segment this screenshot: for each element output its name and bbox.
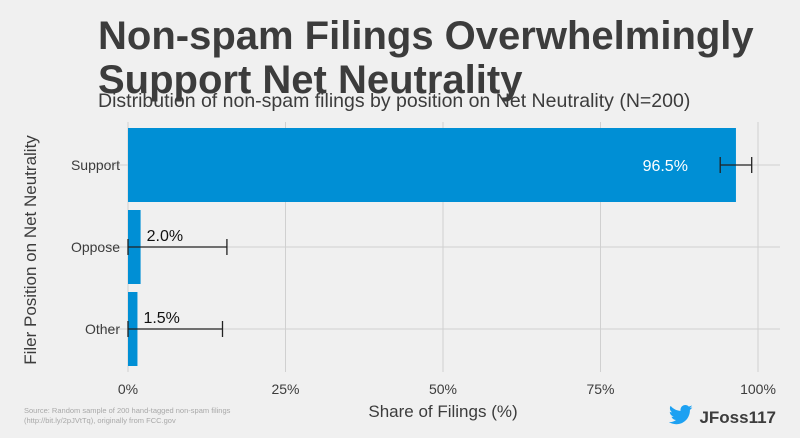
x-axis-label: Share of Filings (%) bbox=[368, 402, 517, 421]
y-tick-labels: Support Oppose Other bbox=[71, 157, 120, 337]
y-tick-label-other: Other bbox=[85, 321, 120, 337]
x-tick-label: 75% bbox=[586, 381, 614, 397]
y-tick-label-support: Support bbox=[71, 157, 120, 173]
source-note: Source: Random sample of 200 hand-tagged… bbox=[24, 406, 264, 426]
x-tick-label: 25% bbox=[271, 381, 299, 397]
twitter-handle-text: JFoss117 bbox=[699, 408, 776, 428]
x-tick-labels: 0% 25% 50% 75% 100% bbox=[118, 381, 776, 397]
value-label-other: 1.5% bbox=[143, 310, 179, 327]
twitter-bird-icon bbox=[669, 405, 693, 430]
bar-chart: 96.5% 2.0% 1.5% Support Oppose Other 0% 25% 50… bbox=[0, 0, 800, 438]
value-label-support: 96.5% bbox=[643, 158, 688, 175]
x-tick-label: 50% bbox=[429, 381, 457, 397]
y-tick-label-oppose: Oppose bbox=[71, 239, 120, 255]
twitter-handle[interactable]: JFoss117 bbox=[669, 405, 776, 430]
x-tick-label: 0% bbox=[118, 381, 138, 397]
y-axis-label: Filer Position on Net Neutrality bbox=[21, 135, 40, 365]
x-tick-label: 100% bbox=[740, 381, 776, 397]
value-label-oppose: 2.0% bbox=[147, 228, 183, 245]
